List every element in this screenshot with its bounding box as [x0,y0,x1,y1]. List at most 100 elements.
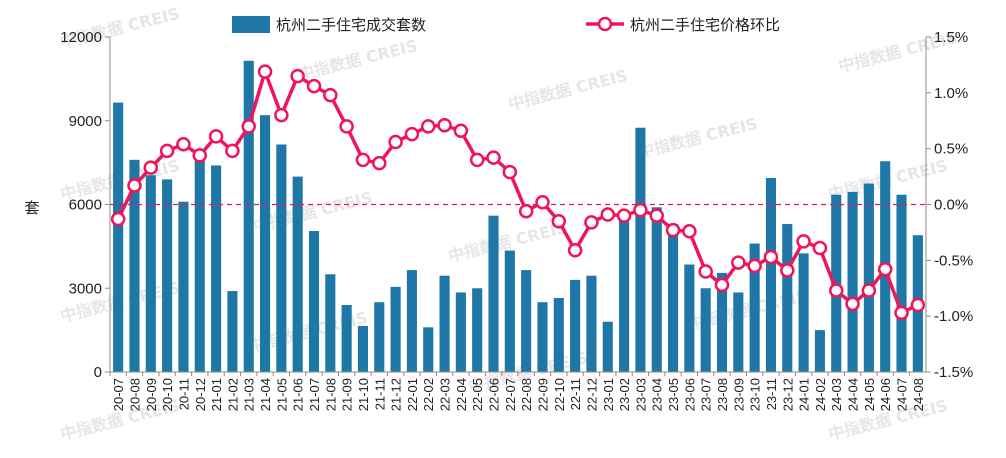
x-tick-label: 21-08 [323,378,338,411]
line-point [828,283,844,298]
x-tick-label: 23-02 [617,378,632,411]
bar [765,177,777,372]
x-tick-label: 21-11 [372,378,387,410]
left-tick-label: 0 [94,364,102,381]
line-point [894,305,909,321]
x-tick-label: 23-07 [699,378,714,411]
bar [390,286,401,372]
line-point [339,119,354,134]
bar [439,275,450,372]
x-tick-label: 20-10 [160,378,175,411]
line-point [290,68,305,84]
bar [667,224,679,372]
line-point [306,78,322,94]
line-point [372,155,387,171]
bar [194,154,205,372]
x-tick-label: 23-04 [650,378,665,411]
bar [162,179,173,372]
x-tick-label: 24-06 [878,378,893,411]
x-tick-label: 22-08 [519,378,534,411]
x-tick-label: 22-03 [438,378,453,411]
line-point [763,249,779,265]
line-point [355,152,371,168]
legend-line-label: 杭州二手住宅价格环比 [630,16,780,34]
line-point [584,215,599,230]
axes: 0 3000 6000 9000 12000 -1.5% -1.0% -0.5% 0.0% 0.5… [24,29,973,411]
x-tick-label: 22-06 [487,378,502,411]
line-point [633,202,648,218]
bar [357,325,369,372]
left-tick-label: 3000 [69,280,102,297]
right-tick-label: -1.0% [934,308,973,325]
bar [619,212,630,373]
x-tick-label: 21-05 [274,378,289,411]
line-point [714,277,730,293]
line-point [127,178,142,193]
line-point [159,143,175,159]
x-tick-label: 23-09 [731,378,746,411]
bar [586,275,597,372]
line-point [192,148,208,163]
line-point [486,150,501,165]
legend: 杭州二手住宅成交套数 杭州二手住宅价格环比 [232,16,780,34]
bar [113,102,124,372]
bar [798,253,809,372]
x-tick-label: 21-12 [389,378,404,411]
legend-line-marker [597,16,613,32]
x-tick-label: 23-11 [764,378,779,410]
line-point [551,214,567,229]
line-point [600,207,616,222]
line-point [176,136,191,152]
bar [504,250,515,372]
line-point [731,255,746,270]
bar [374,302,385,372]
line-point [616,208,632,223]
watermark-text: 中指数据 CREIS [506,66,629,114]
line-point [323,87,338,103]
line-point [665,222,681,238]
right-tick-label: 0.0% [934,197,968,214]
x-tick-label: 22-01 [405,378,420,411]
bar [814,330,825,373]
bar [863,183,874,372]
line-point [567,243,583,258]
x-tick-label: 24-04 [846,378,861,411]
y-axis-label: 套 [24,199,39,217]
x-tick-label: 21-09 [340,378,355,411]
x-tick-label: 23-08 [715,378,730,411]
bar [602,321,613,372]
line-point [747,258,762,274]
line-point [110,211,126,227]
bar [847,191,858,372]
watermark-text: 中指数据 CREIS [296,36,419,84]
bar [488,215,499,372]
x-tick-label: 23-03 [633,378,648,411]
x-tick-label: 21-06 [291,378,306,411]
line-point [274,107,289,123]
line-point [812,240,828,256]
x-tick-label: 22-05 [470,378,485,411]
watermark-text: 中指数据 CREIS [636,114,759,162]
bar [651,207,662,372]
right-tick-label: 0.5% [934,141,968,158]
bar [406,270,417,372]
bar [227,291,238,372]
bar [341,305,352,372]
bar [733,292,744,372]
bar [553,298,564,372]
line-point [910,297,926,313]
bar [243,60,254,372]
x-tick-label: 24-02 [813,378,828,411]
line-point [796,234,811,249]
x-tick-label: 21-04 [258,378,273,411]
right-tick-label: -1.5% [934,364,973,381]
right-tick-label: 1.5% [934,29,968,46]
line-point [845,296,860,312]
x-tick-label: 23-12 [780,378,795,411]
x-tick-label: 20-11 [176,378,191,410]
x-tick-label: 24-05 [862,378,877,411]
bar [537,302,548,372]
x-tick-label: 24-08 [911,378,926,411]
